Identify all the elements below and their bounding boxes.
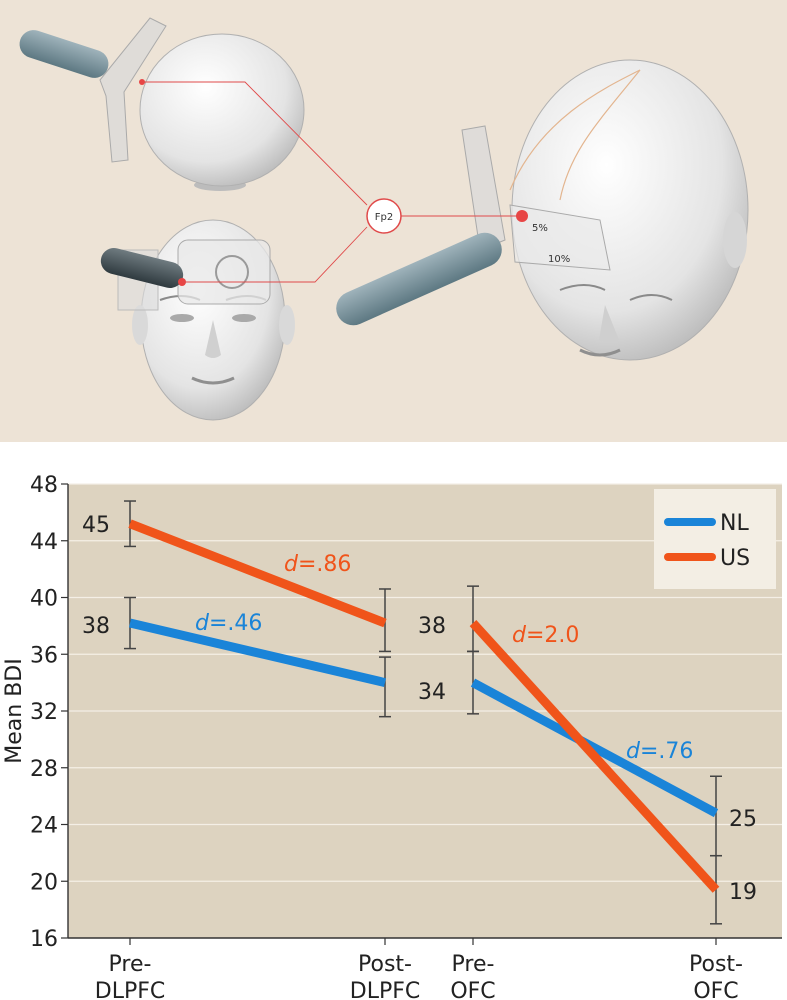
illustration-svg: 5% 10% Fp2: [19, 17, 749, 421]
effect-size-value-US-0: =.86: [298, 552, 351, 577]
top-view-coil-icon: [19, 30, 109, 78]
tick-label-y-48: 48: [30, 473, 58, 498]
tick-label-y-40: 40: [30, 587, 58, 612]
oblique-view-head: 5% 10%: [336, 59, 749, 361]
effect-size-d-US-0: d: [284, 552, 299, 577]
percent-5-label: 5%: [532, 223, 548, 234]
legend-box: [654, 489, 776, 589]
category-label-0-line-1: DLPFC: [95, 979, 165, 1000]
series-line-US-1: [469, 620, 720, 893]
tick-label-y-28: 28: [30, 757, 58, 782]
value-label-3: 34: [418, 680, 446, 705]
effect-size-d-US-1: d: [512, 623, 527, 648]
bdi-chart: 16 20 24 28 32 36 40 44 48 Pre-DLPFC Post-DLPFC Pre…: [0, 442, 787, 1000]
value-label-0: 45: [82, 513, 110, 538]
effect-size-value-NL-1: =.76: [640, 739, 693, 764]
effect-size-NL-0: d=.46: [195, 611, 262, 636]
effect-size-US-1: d=2.0: [512, 623, 579, 648]
top-view-head: [19, 17, 305, 191]
series-lines: [128, 519, 720, 893]
oblique-view-coil-icon: [336, 232, 502, 326]
error-bar-US-0: [124, 500, 136, 548]
tick-label-y-32: 32: [30, 700, 58, 725]
effect-size-US-0: d=.86: [284, 552, 351, 577]
tick-label-y-44: 44: [30, 530, 58, 555]
category-label-1-line-0: Post-: [358, 952, 412, 977]
fp2-marker: Fp2: [366, 198, 402, 234]
y-axis-title: Mean BDI: [2, 658, 27, 763]
value-label-5: 19: [729, 880, 757, 905]
category-label-2-line-0: Pre-: [452, 952, 495, 977]
category-label-1: Post-DLPFC: [350, 952, 420, 1000]
axes: 162024283236404448Pre-DLPFCPost-DLPFCPre…: [2, 473, 782, 1000]
legend-label-US: US: [720, 546, 750, 571]
fp2-label: Fp2: [375, 212, 393, 223]
effect-size-d-NL-1: d: [626, 739, 641, 764]
grid: [68, 483, 782, 882]
effect-size-value-NL-0: =.46: [209, 611, 262, 636]
effect-size-d-NL-0: d: [195, 611, 210, 636]
percent-10-label: 10%: [548, 254, 570, 265]
category-label-3: Post-OFC: [689, 952, 743, 1000]
series-line-US-0: [128, 519, 387, 628]
tick-label-y-20: 20: [30, 870, 58, 895]
category-label-3-line-1: OFC: [693, 979, 738, 1000]
legend: NL US: [654, 489, 776, 589]
bdi-line-chart: 162024283236404448Pre-DLPFCPost-DLPFCPre…: [2, 473, 782, 1000]
error-bar-US-2: [467, 585, 479, 653]
legend-label-NL: NL: [720, 511, 749, 536]
category-label-2: Pre-OFC: [450, 952, 495, 1000]
effect-size-value-US-1: =2.0: [526, 623, 579, 648]
value-label-4: 25: [729, 807, 757, 832]
tick-label-y-16: 16: [30, 927, 58, 952]
fp2-connectors: [142, 81, 520, 283]
category-label-0-line-0: Pre-: [109, 952, 152, 977]
value-label-2: 38: [418, 614, 446, 639]
category-label-3-line-0: Post-: [689, 952, 743, 977]
effect-size-NL-1: d=.76: [626, 739, 693, 764]
tick-label-y-24: 24: [30, 814, 58, 839]
front-view-head: [100, 219, 295, 421]
value-label-1: 38: [82, 614, 110, 639]
error-bar-NL-0: [124, 596, 136, 650]
category-label-2-line-1: OFC: [450, 979, 495, 1000]
category-label-0: Pre-DLPFC: [95, 952, 165, 1000]
tms-head-illustration: 5% 10% Fp2: [0, 0, 787, 442]
category-label-1-line-1: DLPFC: [350, 979, 420, 1000]
tick-label-y-36: 36: [30, 643, 58, 668]
front-view-coil-icon: [100, 247, 184, 289]
series-line-NL-1: [470, 678, 719, 818]
error-bar-NL-1: [379, 656, 391, 718]
series-line-NL-0: [128, 618, 387, 688]
